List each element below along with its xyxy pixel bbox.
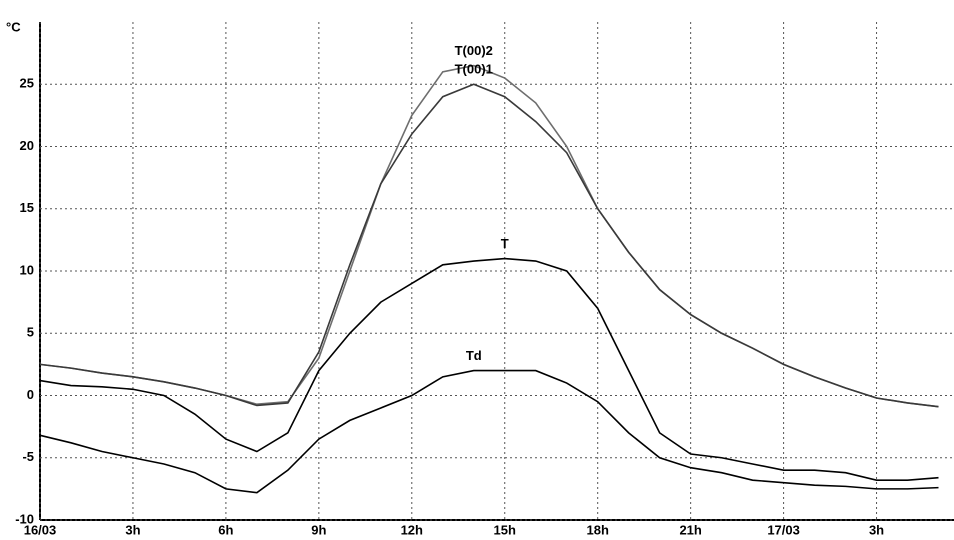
series-label: T(00)2 (455, 43, 493, 58)
series-line (39, 83, 939, 408)
series-line (39, 369, 939, 494)
x-tick-label: 18h (586, 522, 608, 537)
x-tick-label: 3h (869, 522, 884, 537)
series-line (39, 64, 939, 408)
y-tick-label: 15 (20, 200, 34, 215)
series-label: T(00)1 (455, 62, 493, 77)
x-tick-label: 16/03 (24, 522, 57, 537)
x-tick-label: 9h (311, 522, 326, 537)
x-tick-label: 21h (679, 522, 701, 537)
x-tick-label: 12h (401, 522, 423, 537)
series-label: Td (466, 348, 482, 363)
series-line (39, 257, 939, 481)
series-label: T (501, 236, 509, 251)
y-tick-label: 25 (20, 76, 34, 91)
y-tick-label: 10 (20, 262, 34, 277)
x-tick-label: 3h (125, 522, 140, 537)
y-tick-label: 5 (27, 325, 34, 340)
x-tick-label: 6h (218, 522, 233, 537)
y-tick-label: -5 (22, 449, 34, 464)
x-tick-label: 15h (494, 522, 516, 537)
y-tick-label: 20 (20, 138, 34, 153)
x-tick-label: 17/03 (767, 522, 800, 537)
y-axis-label: °C (6, 19, 21, 34)
y-tick-label: 0 (27, 387, 34, 402)
y-tick-label: -10 (15, 511, 34, 526)
